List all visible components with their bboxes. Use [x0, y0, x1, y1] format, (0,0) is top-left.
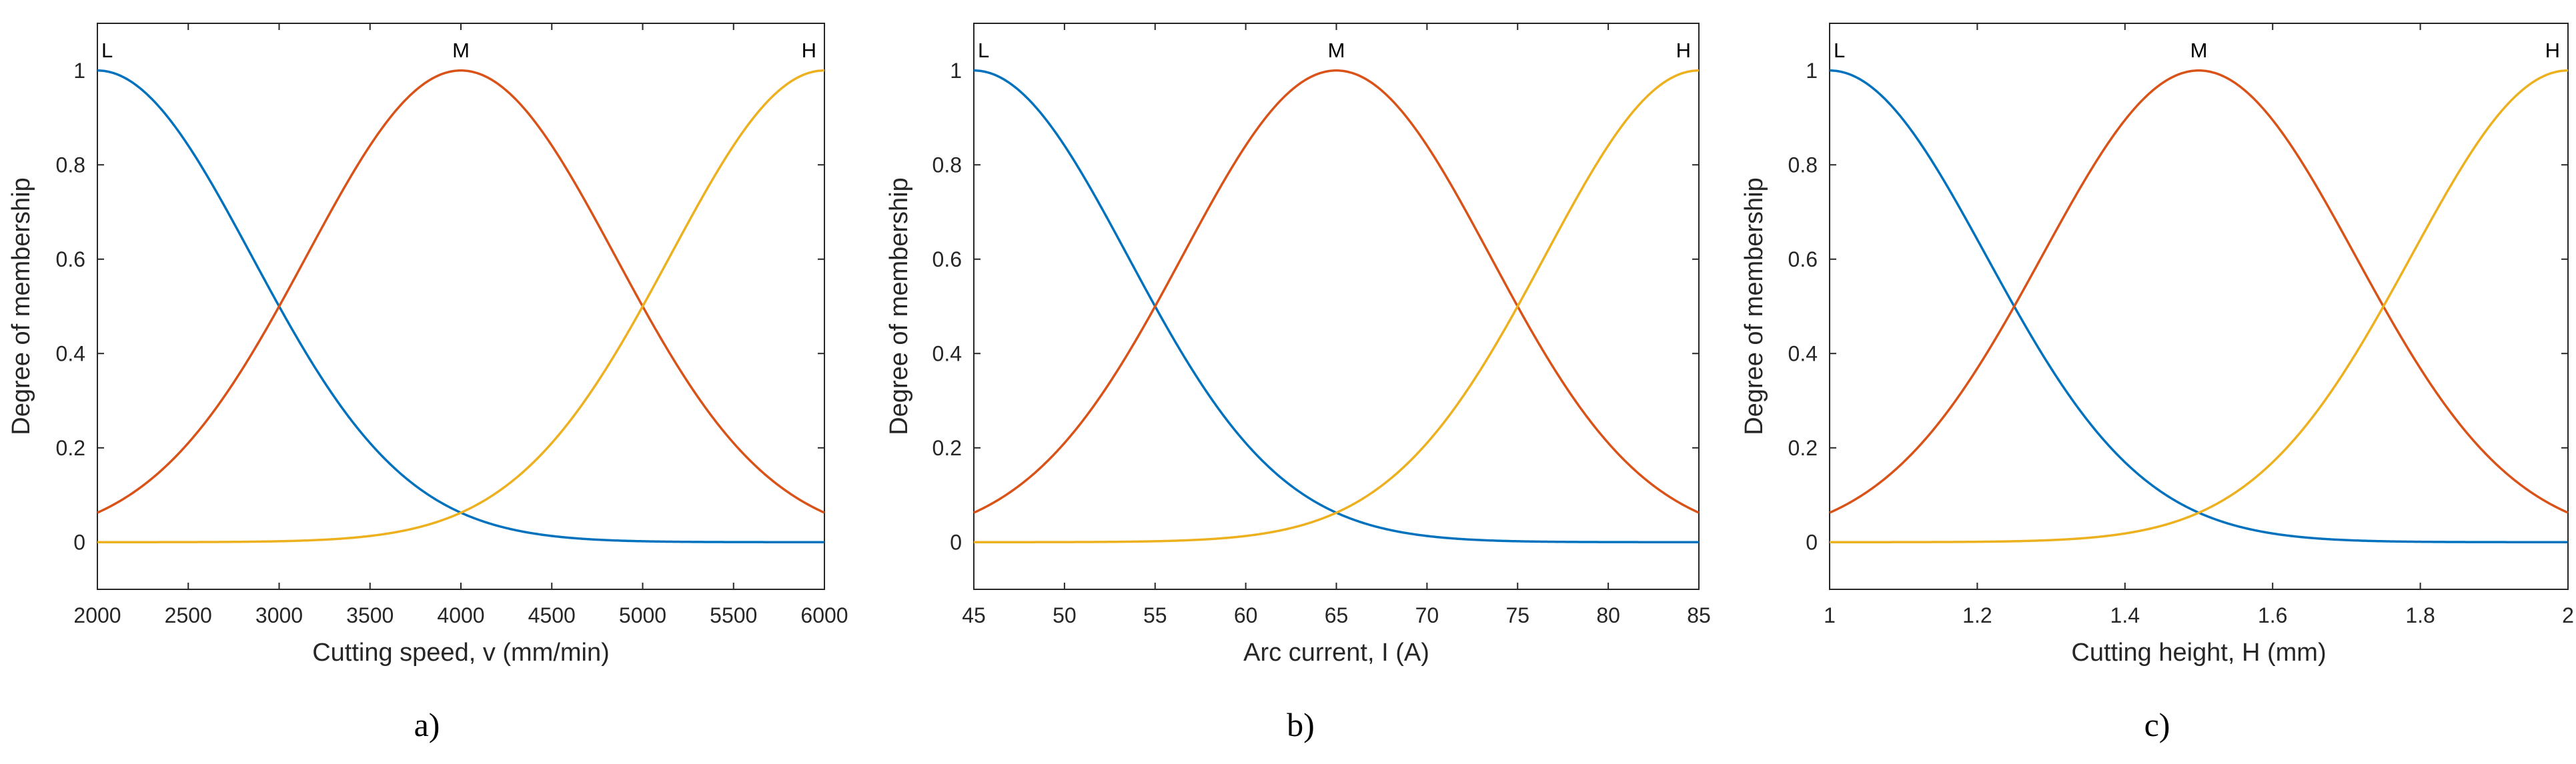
series-label-m: M — [1328, 39, 1345, 62]
y-tick-label: 0.8 — [1788, 153, 1818, 177]
x-axis-label: Arc current, I (A) — [1243, 639, 1429, 667]
y-tick-label: 0.6 — [56, 247, 85, 271]
x-tick-label: 60 — [1234, 603, 1258, 627]
y-tick-label: 0.8 — [932, 153, 962, 177]
y-tick-label: 1 — [73, 59, 85, 83]
x-tick-label: 1.8 — [2405, 603, 2435, 627]
axes-box — [973, 23, 1700, 590]
x-tick-label: 65 — [1325, 603, 1349, 627]
x-tick-label: 4500 — [528, 603, 576, 627]
x-tick-label: 1.6 — [2258, 603, 2287, 627]
panel-caption: c) — [2144, 706, 2170, 743]
x-tick-label: 1.4 — [2110, 603, 2140, 627]
series-line-h — [974, 69, 1700, 543]
x-tick-label: 5500 — [710, 603, 757, 627]
series-line-l — [1829, 69, 2568, 543]
chart-panel-2: 45 50 55 60 65 70 75 80 85 0 0.2 0.4 0.6 0.8 1 Arc curr… — [885, 23, 1711, 743]
series-label-h: H — [1676, 39, 1691, 62]
y-tick-label: 0.4 — [932, 341, 962, 365]
series-label-h: H — [802, 39, 816, 62]
series-line-m — [973, 69, 1700, 514]
series-label-l: L — [978, 39, 989, 62]
series-line-h — [1830, 69, 2569, 543]
y-tick-label: 0.8 — [56, 153, 85, 177]
panel-caption: b) — [1287, 706, 1315, 743]
y-tick-label: 0 — [73, 530, 85, 554]
y-tick-label: 0.6 — [932, 247, 962, 271]
series-line-l — [97, 69, 824, 543]
x-tick-label: 4000 — [437, 603, 484, 627]
chart-panel-3: 1 1.2 1.4 1.6 1.8 2 0 0.2 0.4 0.6 0.8 1 Cutting heig… — [1740, 23, 2574, 743]
series-label-l: L — [1834, 39, 1845, 62]
x-tick-label: 2000 — [73, 603, 121, 627]
series-line-m — [97, 69, 825, 514]
x-tick-label: 45 — [962, 603, 986, 627]
x-tick-label: 85 — [1687, 603, 1711, 627]
y-axis-label: Degree of membership — [7, 177, 35, 435]
chart-panel-1: 2000 2500 3000 3500 4000 4500 5000 5500 6000 0 0.2… — [7, 23, 848, 743]
axes-box — [97, 23, 825, 590]
series-label-l: L — [101, 39, 113, 62]
y-tick-label: 0.4 — [1788, 341, 1818, 365]
x-tick-label: 1 — [1824, 603, 1836, 627]
x-tick-label: 50 — [1053, 603, 1077, 627]
series-label-h: H — [2545, 39, 2560, 62]
y-axis-label: Degree of membership — [885, 177, 913, 435]
y-tick-label: 0.2 — [56, 436, 85, 460]
y-tick-label: 0.2 — [1788, 436, 1818, 460]
x-tick-label: 2 — [2562, 603, 2574, 627]
series-line-h — [97, 69, 825, 543]
x-tick-label: 75 — [1505, 603, 1529, 627]
x-tick-label: 3000 — [255, 603, 303, 627]
series-line-m — [1829, 69, 2569, 514]
panel-caption: a) — [414, 706, 440, 743]
y-tick-label: 0.4 — [56, 341, 85, 365]
x-tick-label: 70 — [1415, 603, 1439, 627]
x-tick-label: 3500 — [346, 603, 394, 627]
series-label-m: M — [2190, 39, 2208, 62]
x-axis-label: Cutting height, H (mm) — [2071, 639, 2326, 667]
axes-box — [1829, 23, 2569, 590]
y-tick-label: 1 — [1806, 59, 1818, 83]
series-label-m: M — [452, 39, 470, 62]
x-tick-label: 1.2 — [1962, 603, 1992, 627]
x-tick-label: 2500 — [165, 603, 212, 627]
y-tick-label: 0 — [950, 530, 962, 554]
x-tick-label: 80 — [1596, 603, 1620, 627]
y-tick-label: 0.2 — [932, 436, 962, 460]
x-tick-label: 55 — [1143, 603, 1167, 627]
y-tick-label: 1 — [950, 59, 962, 83]
x-axis-label: Cutting speed, v (mm/min) — [312, 639, 610, 667]
y-axis-label: Degree of membership — [1740, 177, 1768, 435]
series-line-l — [973, 69, 1699, 543]
x-tick-label: 5000 — [619, 603, 666, 627]
y-tick-label: 0.6 — [1788, 247, 1818, 271]
y-tick-label: 0 — [1806, 530, 1818, 554]
x-tick-label: 6000 — [800, 603, 848, 627]
